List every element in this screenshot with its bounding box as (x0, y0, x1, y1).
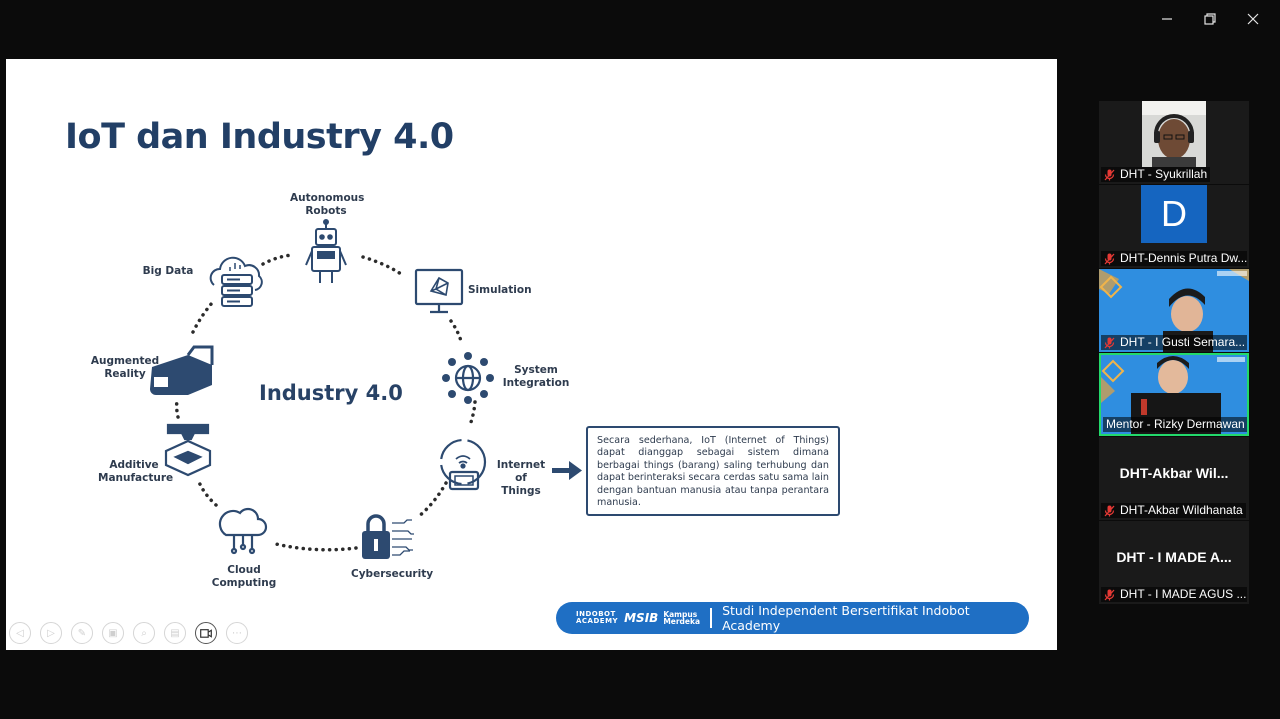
mic-muted-icon (1104, 505, 1115, 516)
cybersecurity-icon (362, 514, 414, 559)
participant-display-name: DHT-Akbar Wil... (1119, 465, 1229, 481)
participants-panel: DHT - Syukrillah D DHT-Dennis Putra Dw..… (1099, 101, 1249, 605)
participant-name: DHT - Syukrillah (1101, 167, 1211, 182)
mic-muted-icon (1104, 337, 1115, 348)
next-slide-button[interactable]: ▷ (40, 622, 62, 644)
ring-segment (361, 255, 403, 276)
label-simulation: Simulation (468, 284, 532, 296)
ring-segment (261, 253, 295, 266)
camera-icon (200, 628, 212, 638)
additive-manufacture-icon (164, 423, 212, 477)
participant-name: DHT - I MADE AGUS ... (1101, 587, 1247, 602)
participant-display-name: DHT - I MADE A... (1116, 549, 1232, 565)
internet-of-things-icon (439, 438, 487, 491)
participant-video (1142, 101, 1206, 167)
footer-banner: INDOBOT ACADEMY MSIB Kampus Merdeka Stud… (556, 602, 1029, 634)
participant-name: DHT - I Gusti Semara... (1101, 335, 1247, 350)
label-system-integration: System Integration (502, 364, 570, 389)
iot-definition-callout: Secara sederhana, IoT (Internet of Thing… (586, 426, 840, 516)
label-augmented-reality: Augmented Reality (90, 355, 160, 380)
slideshow-toolbar: ◁ ▷ ✎ ▣ ⌕ ▤ ⋯ (9, 622, 248, 644)
msib-logo: MSIB (624, 611, 659, 625)
ring-segment (468, 400, 477, 427)
robot-icon (305, 219, 347, 283)
restore-button[interactable] (1188, 6, 1231, 32)
ring-segment (449, 319, 463, 343)
more-button[interactable]: ⋯ (226, 622, 248, 644)
arrow-icon (552, 461, 582, 480)
mic-muted-icon (1104, 589, 1115, 600)
zoom-button[interactable]: ⌕ (133, 622, 155, 644)
minimize-button[interactable] (1145, 6, 1188, 32)
simulation-icon (414, 268, 464, 314)
participant-name: DHT-Akbar Wildhanata (1101, 503, 1246, 518)
minimize-icon (1161, 18, 1172, 20)
system-integration-icon (442, 352, 494, 404)
zoom-icon: ⌕ (141, 627, 147, 639)
subtitle-button[interactable]: ▤ (164, 622, 186, 644)
participant-tile[interactable]: DHT - I MADE A... DHT - I MADE AGUS ... (1099, 521, 1249, 604)
mic-muted-icon (1104, 169, 1115, 180)
close-icon (1247, 13, 1258, 25)
pages-icon: ▣ (108, 627, 118, 639)
camera-button[interactable] (195, 622, 217, 644)
participant-tile[interactable]: DHT-Akbar Wil... DHT-Akbar Wildhanata (1099, 437, 1249, 520)
industry-diagram (150, 219, 582, 559)
ring-segment (191, 301, 214, 334)
participant-name: DHT-Dennis Putra Dw... (1101, 251, 1247, 266)
big-data-icon (209, 256, 263, 307)
label-internet-of-things: Internet of Things (496, 459, 546, 497)
next-icon: ▷ (47, 627, 55, 639)
augmented-reality-icon (150, 345, 214, 395)
banner-text: Studi Independent Bersertifikat Indobot … (722, 603, 970, 633)
more-icon: ⋯ (232, 627, 242, 639)
label-cybersecurity: Cybersecurity (351, 568, 434, 580)
subtitle-icon: ▤ (170, 627, 180, 639)
avatar: D (1141, 185, 1207, 243)
slide-title: IoT dan Industry 4.0 (65, 117, 454, 157)
pages-button[interactable]: ▣ (102, 622, 124, 644)
participant-name: Mentor - Rizky Dermawan (1103, 417, 1247, 432)
participant-tile[interactable]: DHT - I Gusti Semara... (1099, 269, 1249, 352)
kampus-merdeka-logo: Kampus Merdeka (663, 609, 701, 626)
participant-tile[interactable]: DHT - Syukrillah (1099, 101, 1249, 184)
label-autonomous-robots: Autonomous Robots (290, 192, 365, 217)
ring-segment (174, 397, 180, 419)
label-cloud-computing: Cloud Computing (211, 564, 277, 589)
ring-segment (197, 480, 218, 507)
participant-tile-active-speaker[interactable]: Mentor - Rizky Dermawan (1099, 353, 1249, 436)
shared-slide: IoT dan Industry 4.0 (6, 59, 1057, 650)
close-button[interactable] (1231, 6, 1274, 32)
ring-segment (416, 481, 448, 519)
label-additive-manufacture: Additive Manufacture (98, 459, 174, 484)
mic-muted-icon (1104, 253, 1115, 264)
cloud-computing-icon (218, 507, 268, 555)
pen-icon: ✎ (77, 627, 87, 639)
pen-button[interactable]: ✎ (71, 622, 93, 644)
banner-divider (710, 608, 713, 628)
indobot-logo: INDOBOT ACADEMY (576, 610, 619, 625)
label-big-data: Big Data (142, 265, 194, 277)
center-label: Industry 4.0 (259, 381, 403, 405)
participant-tile[interactable]: D DHT-Dennis Putra Dw... (1099, 185, 1249, 268)
ring-segment (274, 542, 358, 552)
restore-icon (1203, 13, 1216, 25)
prev-slide-button[interactable]: ◁ (9, 622, 31, 644)
window-controls (1145, 6, 1274, 32)
prev-icon: ◁ (16, 627, 24, 639)
